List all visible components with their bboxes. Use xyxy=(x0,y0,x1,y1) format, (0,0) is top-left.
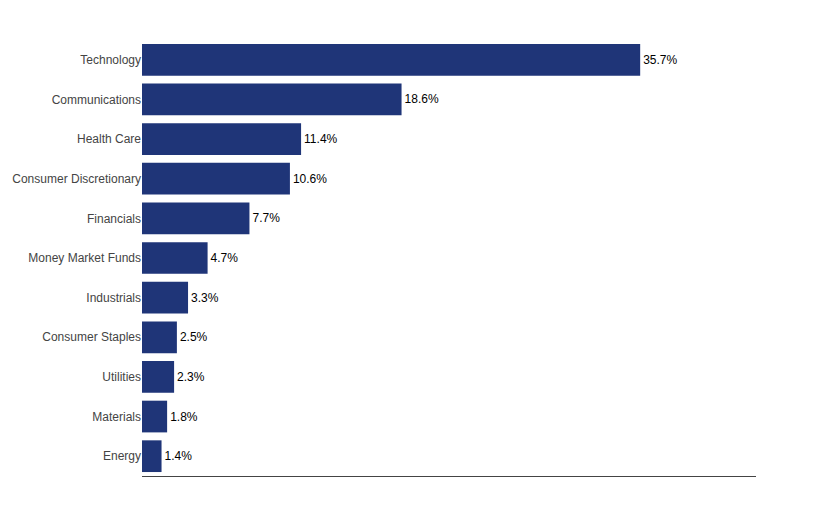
svg-text:Communications: Communications xyxy=(52,93,141,107)
svg-text:Health Care: Health Care xyxy=(77,132,141,146)
svg-text:2.3%: 2.3% xyxy=(177,370,205,384)
svg-text:7.7%: 7.7% xyxy=(252,211,280,225)
svg-text:Materials: Materials xyxy=(92,410,141,424)
svg-text:Technology: Technology xyxy=(80,53,141,67)
svg-text:Utilities: Utilities xyxy=(102,370,141,384)
svg-text:2.5%: 2.5% xyxy=(180,330,208,344)
svg-text:Financials: Financials xyxy=(87,212,141,226)
svg-text:18.6%: 18.6% xyxy=(405,92,439,106)
svg-text:10.6%: 10.6% xyxy=(293,172,327,186)
svg-text:Energy: Energy xyxy=(103,449,141,463)
svg-text:Industrials: Industrials xyxy=(86,291,141,305)
svg-text:1.4%: 1.4% xyxy=(165,449,193,463)
svg-text:Consumer Discretionary: Consumer Discretionary xyxy=(12,172,141,186)
svg-text:3.3%: 3.3% xyxy=(191,291,219,305)
svg-text:Consumer Staples: Consumer Staples xyxy=(42,330,141,344)
svg-text:1.8%: 1.8% xyxy=(170,410,198,424)
svg-text:35.7%: 35.7% xyxy=(643,53,677,67)
svg-text:4.7%: 4.7% xyxy=(211,251,239,265)
svg-text:11.4%: 11.4% xyxy=(304,132,337,146)
svg-text:Money Market Funds: Money Market Funds xyxy=(28,251,141,265)
